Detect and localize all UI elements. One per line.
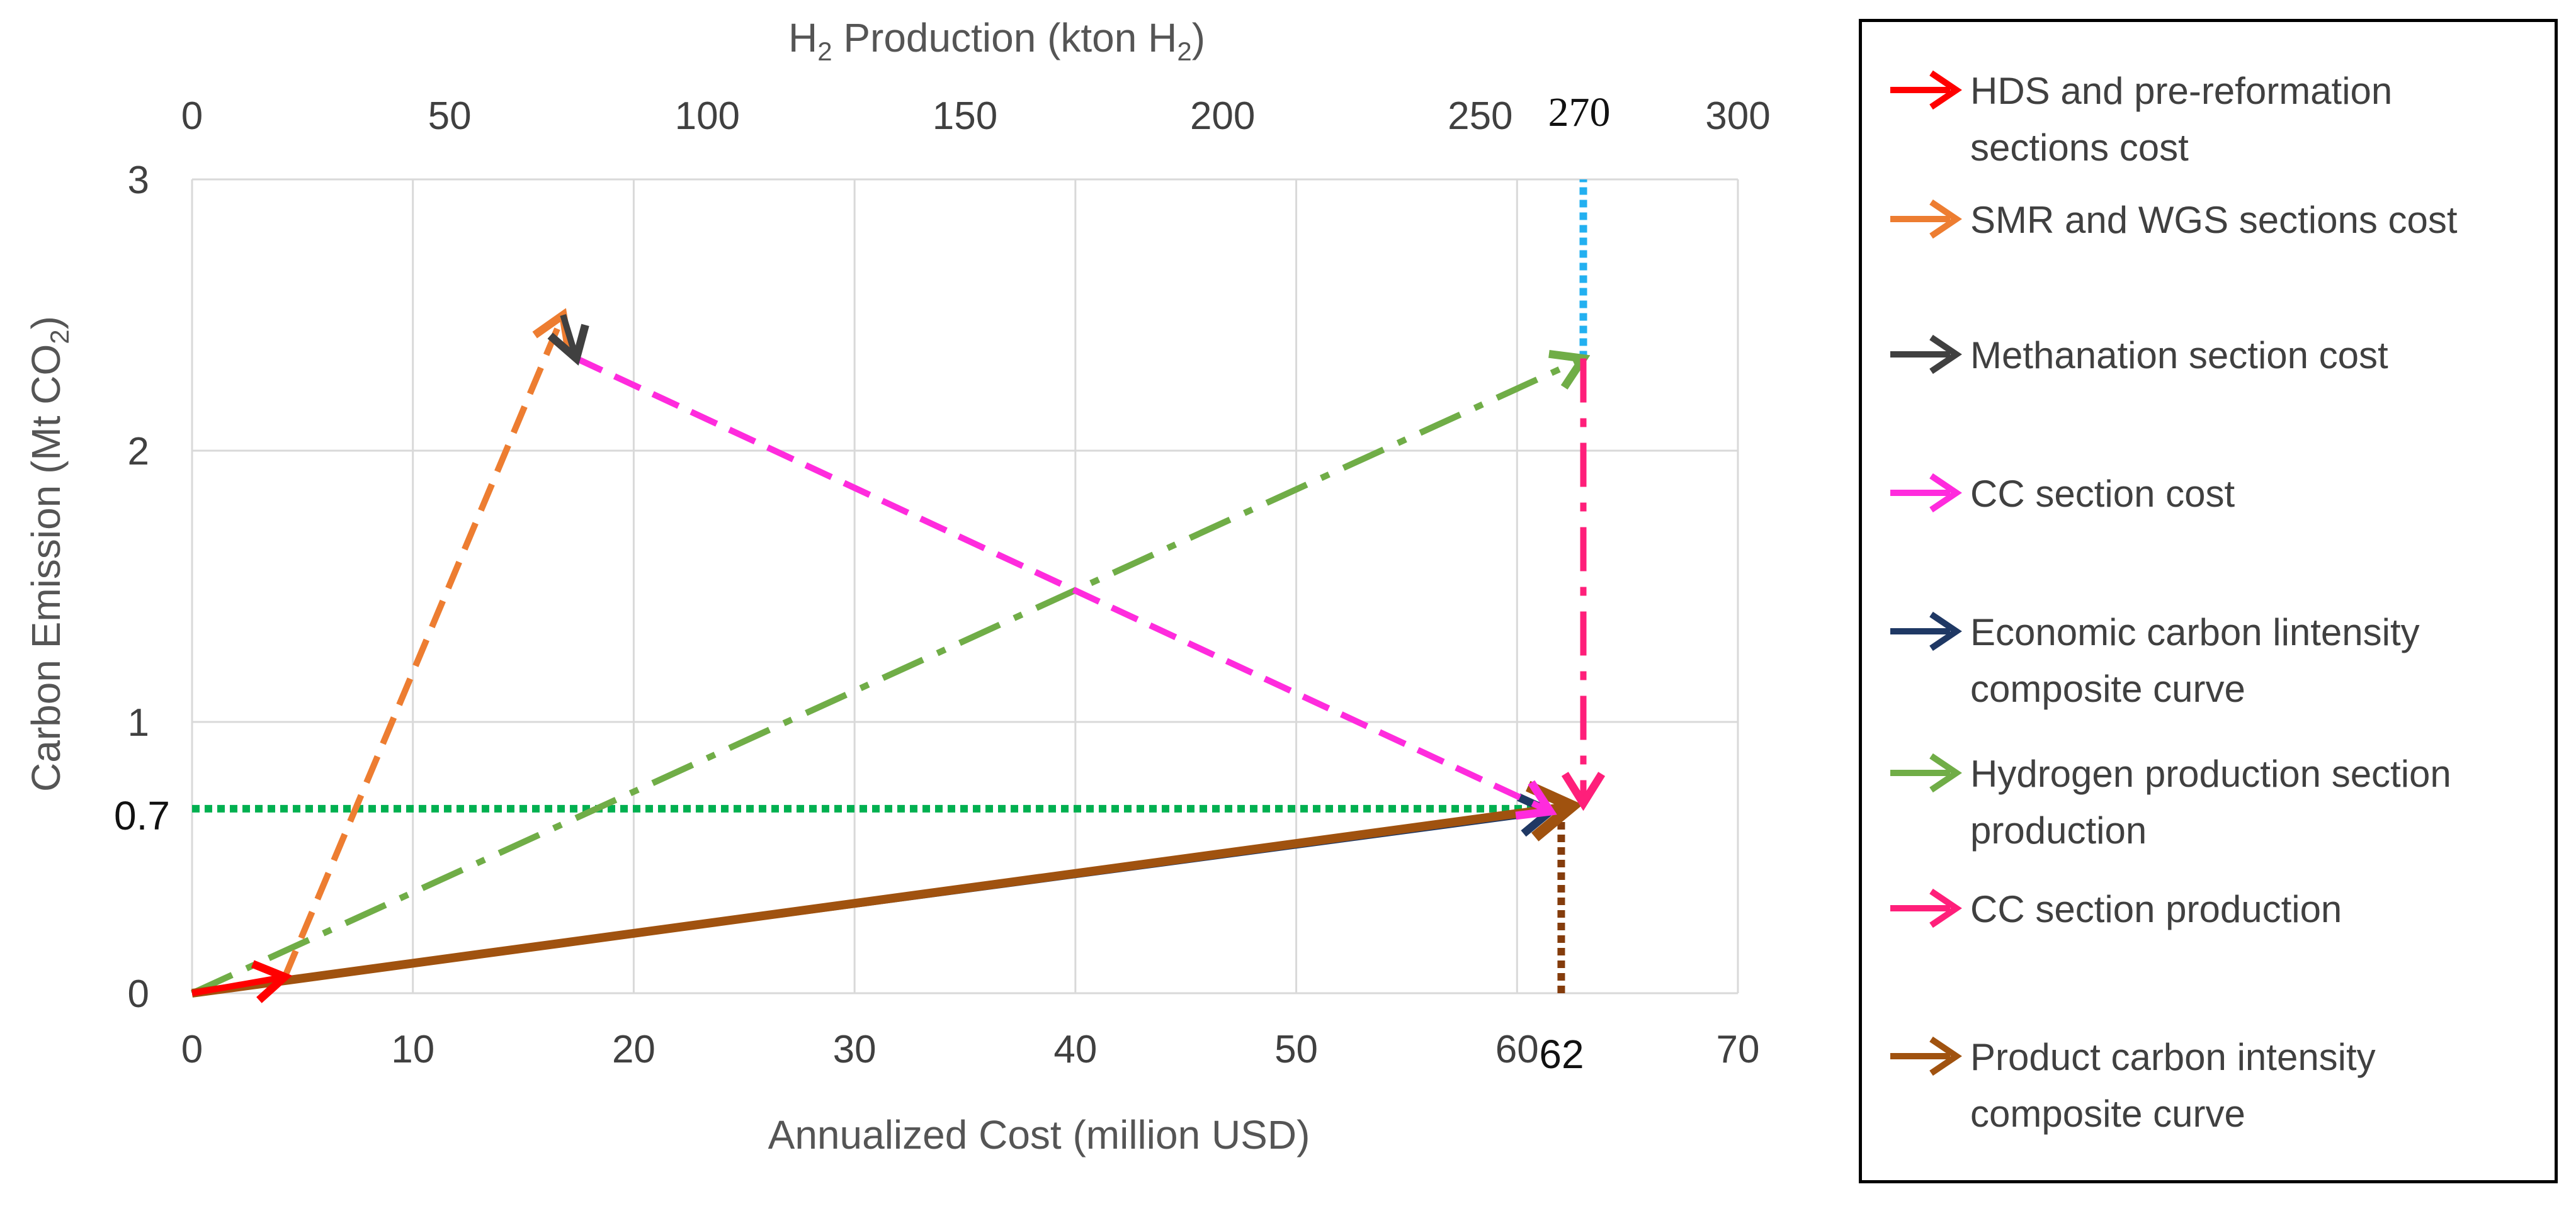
legend-label: CC section cost [1970, 473, 2235, 515]
legend: HDS and pre-reformation sections cost SM… [1859, 19, 2558, 1183]
legend-arrow-icon [1890, 334, 1962, 375]
legend-arrow-icon [1890, 888, 1962, 928]
legend-label: Economic carbon lintensity composite cur… [1970, 611, 2420, 710]
x-tick-label: 40 [1053, 1028, 1097, 1071]
legend-item-smr: SMR and WGS sections cost [1887, 192, 2548, 249]
y-tick-label: 2 [128, 430, 149, 473]
x2-tick-label: 150 [933, 94, 997, 138]
legend-item-cc-production: CC section production [1887, 881, 2548, 938]
x2-title-mid: Production (kton H [832, 15, 1177, 60]
legend-item-hydrogen: Hydrogen production section production [1887, 746, 2548, 859]
series-hydrogen-production-section-production [190, 358, 1584, 996]
series-lines [190, 314, 1584, 998]
y-tick-label: 3 [128, 159, 149, 202]
series-smr-and-wgs-sections-cost [281, 315, 563, 979]
x2-title-prefix: H [788, 15, 817, 60]
x2-tick-label: 200 [1190, 94, 1255, 138]
legend-arrow-icon [1890, 70, 1962, 110]
y-axis-ticks: 0 1 2 3 [128, 159, 149, 1016]
legend-label: Hydrogen production section production [1970, 753, 2451, 852]
x2-title-sub1: 2 [817, 37, 832, 66]
y-title-prefix: Carbon Emission (Mt CO [23, 344, 69, 792]
y-title-sub: 2 [45, 329, 74, 344]
legend-arrow-icon [1890, 473, 1962, 513]
x2-tick-label: 250 [1448, 94, 1512, 138]
legend-item-product: Product carbon intensity composite curve [1887, 1029, 2548, 1142]
chart: 0 10 20 30 40 50 60 70 0 50 100 150 200 250 300 0123 … [23, 15, 1771, 1157]
legend-item-economic: Economic carbon lintensity composite cur… [1887, 604, 2548, 718]
legend-item-hds: HDS and pre-reformation sections cost [1887, 63, 2548, 176]
gridlines [191, 178, 1739, 994]
secondary-x-axis-title: H2 Production (kton H2) [788, 15, 1205, 66]
x2-tick-label: 300 [1705, 94, 1770, 138]
guide-lines [192, 179, 1587, 993]
x-tick-label: 30 [833, 1028, 877, 1071]
x-axis-ticks: 0 10 20 30 40 50 60 70 [181, 1028, 1760, 1071]
legend-label: CC section production [1970, 888, 2342, 930]
annotation-x2-value: 270 [1548, 89, 1611, 135]
annotation-x-value: 62 [1539, 1032, 1584, 1077]
legend-arrow-icon [1890, 1036, 1962, 1076]
legend-label: HDS and pre-reformation sections cost [1970, 70, 2393, 169]
y-tick-label: 1 [128, 701, 149, 745]
x2-tick-label: 50 [428, 94, 472, 138]
x-tick-label: 20 [612, 1028, 655, 1071]
annotation-y-value: 0.7 [114, 793, 170, 838]
series-cc-section-cost [575, 355, 1550, 811]
legend-item-methanation: Methanation section cost [1887, 327, 2548, 384]
legend-label: Product carbon intensity composite curve [1970, 1036, 2376, 1135]
x-tick-label: 60 [1495, 1028, 1539, 1071]
legend-arrow-icon [1890, 611, 1962, 651]
secondary-x-axis-ticks: 0 50 100 150 200 250 300 [181, 94, 1771, 138]
legend-item-cc-cost: CC section cost [1887, 466, 2548, 522]
x-tick-label: 10 [391, 1028, 434, 1071]
y-tick-label: 0 [128, 972, 149, 1016]
legend-label: SMR and WGS sections cost [1970, 199, 2458, 241]
y-title-suffix: ) [23, 316, 69, 329]
x-tick-label: 0 [181, 1028, 203, 1071]
x-tick-label: 50 [1274, 1028, 1318, 1071]
x2-tick-label: 100 [675, 94, 740, 138]
x-axis-title: Annualized Cost (million USD) [768, 1112, 1310, 1157]
x2-tick-label: 0 [181, 94, 203, 138]
legend-arrow-icon [1890, 199, 1962, 239]
series-hds-and-pre-reformation-sections-cost [191, 977, 285, 993]
x-tick-label: 70 [1716, 1028, 1760, 1071]
legend-arrow-icon [1890, 753, 1962, 793]
x2-title-sub2: 2 [1177, 37, 1191, 66]
legend-label: Methanation section cost [1970, 334, 2388, 376]
x2-title-suffix: ) [1192, 15, 1205, 60]
series-product-carbon-intensity-composite-curve [191, 806, 1572, 998]
series-methanation-section-cost [563, 314, 576, 359]
y-axis-title: Carbon Emission (Mt CO2) [23, 316, 74, 792]
